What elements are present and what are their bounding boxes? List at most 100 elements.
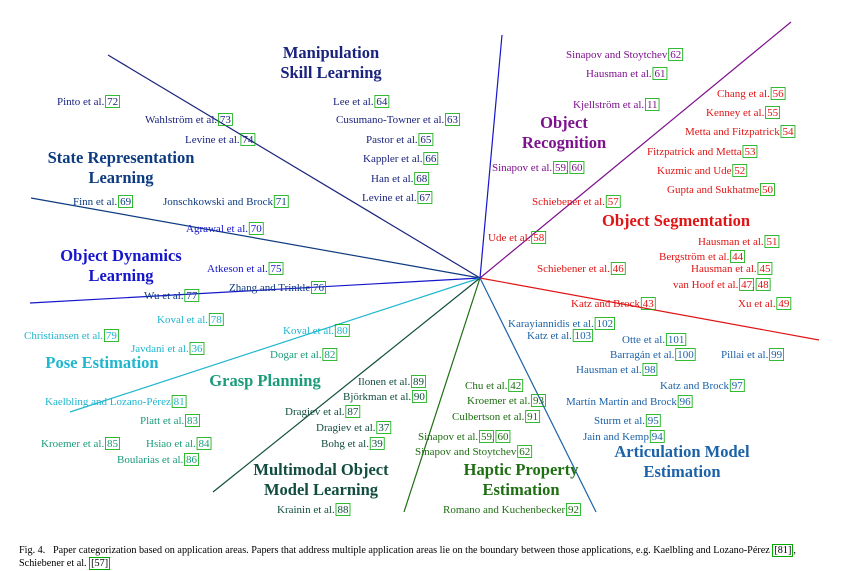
author-name: Wu et al.: [144, 290, 186, 302]
citation-box: [780, 125, 796, 138]
citation-number[interactable]: 65: [420, 134, 432, 146]
citation-number[interactable]: 73: [220, 114, 232, 126]
citation-number[interactable]: 11: [647, 99, 658, 111]
author-name: Platt et al.: [140, 415, 187, 427]
citation-number[interactable]: 95: [648, 415, 660, 427]
citation-number[interactable]: 84: [199, 438, 211, 450]
svg-text:Zhang and Trinkle 76: Zhang and Trinkle 76: [229, 282, 325, 294]
citation-number[interactable]: 85: [107, 438, 119, 450]
citation-number[interactable]: 67: [419, 192, 431, 204]
citation-number[interactable]: 79: [106, 330, 118, 342]
author-name: Bergström et al.: [659, 251, 732, 263]
citation-number[interactable]: 51: [766, 236, 777, 248]
citation-number[interactable]: 100: [677, 349, 694, 361]
citation-number[interactable]: 62: [519, 446, 530, 458]
svg-text:Hsiao et al. 84: Hsiao et al. 84: [146, 438, 210, 450]
caption-citation[interactable]: [57]: [89, 557, 111, 570]
citation-number[interactable]: 94: [652, 431, 664, 443]
citation-number[interactable]: 97: [732, 380, 744, 392]
citation-number[interactable]: 86: [186, 454, 198, 466]
citation-box: [531, 394, 546, 407]
svg-text:Chu et al. 42: Chu et al. 42: [465, 380, 521, 392]
author-name: Dragiev et al.: [285, 406, 347, 418]
citation-number[interactable]: 64: [376, 96, 388, 108]
citation-number[interactable]: 60: [571, 162, 583, 174]
citation-number[interactable]: 69: [120, 196, 132, 208]
citation-box: [411, 375, 426, 388]
citation-number[interactable]: 99: [771, 349, 783, 361]
citation-number[interactable]: 76: [313, 282, 325, 294]
citation-number[interactable]: 56: [773, 88, 785, 100]
citation-number[interactable]: 91: [527, 411, 538, 423]
citation-number[interactable]: 44: [732, 251, 744, 263]
citation-number[interactable]: 54: [782, 126, 794, 138]
citation-number[interactable]: 88: [337, 504, 349, 516]
citation-number[interactable]: 46: [613, 263, 625, 275]
citation-number[interactable]: 87: [347, 406, 359, 418]
citation-number[interactable]: 70: [251, 223, 263, 235]
citation-box: [248, 222, 264, 235]
svg-text:Levine et al. 67: Levine et al. 67: [362, 192, 431, 204]
citation-number[interactable]: 47: [741, 279, 753, 291]
author-name: Christiansen et al.: [24, 330, 106, 342]
author-name: Chang et al.: [717, 88, 773, 100]
reference-label: Pillai et al. 99: [721, 348, 785, 361]
citation-number[interactable]: 71: [276, 196, 287, 208]
author-name: Cusumano-Towner et al.: [336, 114, 447, 126]
citation-number[interactable]: 90: [414, 391, 426, 403]
citation-number[interactable]: 61: [654, 68, 665, 80]
author-name: Bohg et al.: [321, 438, 372, 450]
citation-number[interactable]: 59: [481, 431, 493, 443]
citation-number[interactable]: 75: [271, 263, 283, 275]
citation-number[interactable]: 83: [187, 415, 199, 427]
citation-number[interactable]: 72: [107, 96, 118, 108]
svg-text:Agrawal et al. 70: Agrawal et al. 70: [186, 223, 262, 235]
author-name: Dogar et al.: [270, 349, 324, 361]
citation-number[interactable]: 39: [372, 438, 384, 450]
citation-number[interactable]: 62: [670, 49, 681, 61]
citation-number[interactable]: 42: [510, 380, 521, 392]
citation-number[interactable]: 92: [568, 504, 579, 516]
citation-number[interactable]: 68: [416, 173, 428, 185]
citation-number[interactable]: 103: [575, 330, 592, 342]
citation-number[interactable]: 48: [758, 279, 770, 291]
citation-number[interactable]: 66: [425, 153, 437, 165]
citation-number[interactable]: 50: [762, 184, 774, 196]
citation-number[interactable]: 59: [555, 162, 567, 174]
reference-label: Sinapov et al. 59, 60: [418, 430, 511, 443]
citation-number[interactable]: 49: [778, 298, 790, 310]
citation-number[interactable]: 63: [447, 114, 459, 126]
citation-number[interactable]: 55: [767, 107, 779, 119]
citation-number[interactable]: 102: [597, 318, 614, 330]
svg-text:Barragán et al. 100: Barragán et al. 100: [610, 349, 694, 361]
citation-number[interactable]: 57: [608, 196, 620, 208]
citation-number[interactable]: 81: [174, 396, 185, 408]
citation-box: [742, 145, 758, 158]
citation-number[interactable]: 77: [186, 290, 198, 302]
citation-number[interactable]: 101: [668, 334, 685, 346]
author-name: Kjellström et al.: [573, 99, 647, 111]
citation-number[interactable]: 89: [413, 376, 425, 388]
reference-label: Pinto et al. 72: [57, 95, 121, 108]
boundary-line: [29, 277, 481, 304]
citation-number[interactable]: 45: [759, 263, 771, 275]
citation-box: [184, 453, 199, 466]
citation-number[interactable]: 96: [680, 396, 692, 408]
citation-number[interactable]: 36: [191, 343, 203, 355]
boundary-line: [69, 277, 481, 413]
citation-number[interactable]: 52: [734, 165, 745, 177]
citation-number[interactable]: 37: [378, 422, 390, 434]
citation-number[interactable]: 93: [533, 395, 545, 407]
citation-number[interactable]: 78: [211, 314, 223, 326]
citation-number[interactable]: 98: [644, 364, 656, 376]
citation-number[interactable]: 53: [744, 146, 756, 158]
citation-box: [525, 410, 541, 423]
caption-citation[interactable]: [81]: [772, 544, 794, 557]
author-name: Xu et al.: [738, 298, 778, 310]
citation-number[interactable]: 43: [643, 298, 655, 310]
citation-number[interactable]: 82: [324, 349, 335, 361]
citation-number[interactable]: 60: [497, 431, 509, 443]
citation-number[interactable]: 80: [337, 325, 349, 337]
citation-number[interactable]: 74: [242, 134, 254, 146]
citation-number[interactable]: 58: [533, 232, 545, 244]
